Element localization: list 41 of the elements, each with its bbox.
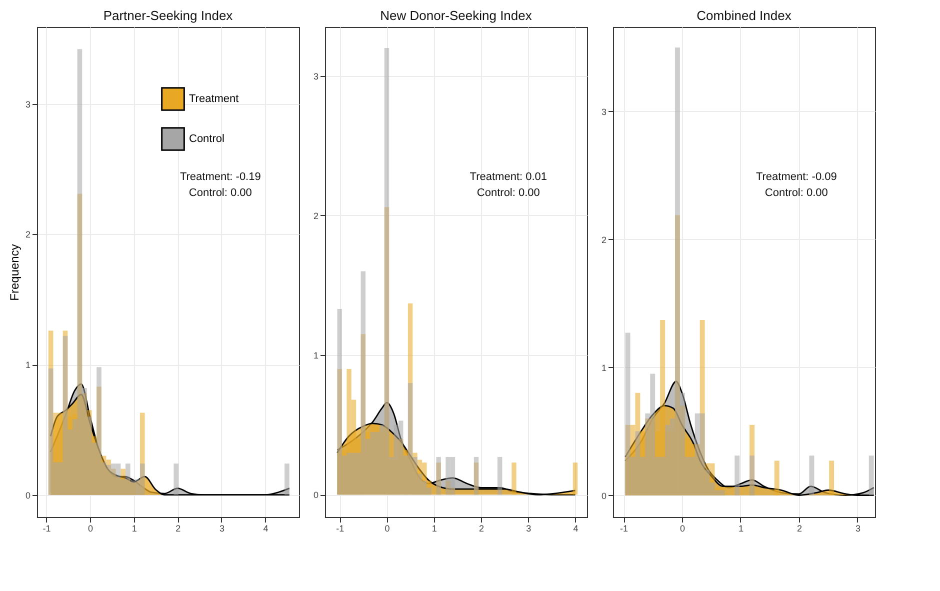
annotation: Treatment: 0.01 bbox=[470, 171, 548, 183]
annotation: Control: 0.00 bbox=[188, 187, 252, 199]
x-tick-label: 2 bbox=[796, 524, 802, 534]
x-tick-label: 4 bbox=[573, 524, 578, 534]
annotation: Treatment: -0.09 bbox=[756, 171, 837, 183]
x-tick-label: -1 bbox=[42, 524, 51, 534]
legend-label: Treatment bbox=[189, 93, 239, 105]
y-tick-label: 0 bbox=[601, 490, 606, 501]
y-tick-label: 2 bbox=[601, 234, 606, 245]
x-tick-label: 1 bbox=[132, 524, 137, 534]
annotation: Treatment: -0.19 bbox=[180, 171, 261, 183]
x-tick-label: 0 bbox=[680, 524, 686, 534]
x-tick-label: 2 bbox=[176, 524, 181, 534]
x-tick-label: 0 bbox=[384, 524, 390, 534]
x-tick-label: 3 bbox=[219, 524, 224, 534]
legend-label: Control bbox=[189, 133, 224, 145]
y-axis-title: Frequency bbox=[7, 244, 22, 301]
x-tick-label: -1 bbox=[336, 524, 344, 534]
y-tick-label: 1 bbox=[601, 362, 606, 373]
x-tick-label: 3 bbox=[526, 524, 532, 534]
y-tick-label: 1 bbox=[313, 350, 318, 361]
y-tick-label: 1 bbox=[25, 360, 30, 370]
y-tick-label: 3 bbox=[601, 106, 606, 117]
y-tick-label: 0 bbox=[313, 490, 318, 500]
x-tick-label: 1 bbox=[738, 524, 744, 534]
x-tick-label: 3 bbox=[855, 524, 860, 534]
x-tick-label: 4 bbox=[263, 524, 268, 534]
chart-title: Combined Index bbox=[696, 8, 792, 23]
chart-title: Partner-Seeking Index bbox=[103, 8, 234, 23]
annotation: Control: 0.00 bbox=[476, 187, 540, 199]
x-tick-label: 1 bbox=[432, 524, 437, 534]
x-tick-label: 0 bbox=[88, 524, 94, 534]
chart-title: New Donor-Seeking Index bbox=[380, 8, 532, 23]
y-tick-label: 0 bbox=[25, 490, 30, 500]
annotation: Control: 0.00 bbox=[764, 187, 828, 199]
x-tick-label: 2 bbox=[478, 524, 484, 534]
x-tick-label: -1 bbox=[620, 524, 628, 534]
y-tick-label: 2 bbox=[25, 230, 30, 240]
y-tick-label: 3 bbox=[25, 99, 30, 110]
y-tick-label: 2 bbox=[313, 210, 318, 221]
y-tick-label: 3 bbox=[313, 71, 318, 82]
